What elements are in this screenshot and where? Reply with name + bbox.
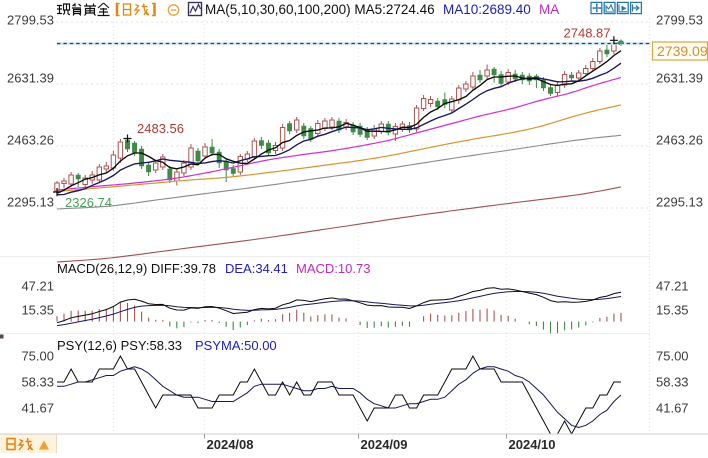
svg-text:41.67: 41.67 xyxy=(656,401,689,416)
svg-text:2799.53: 2799.53 xyxy=(656,13,703,28)
svg-text:47.21: 47.21 xyxy=(656,279,689,294)
svg-text:58.33: 58.33 xyxy=(21,375,54,390)
svg-text:15.35: 15.35 xyxy=(21,303,54,318)
svg-text:2326.74: 2326.74 xyxy=(65,195,112,210)
svg-text:DEA:34.41: DEA:34.41 xyxy=(225,261,288,276)
svg-text:MACD:10.73: MACD:10.73 xyxy=(296,261,370,276)
svg-text:47.21: 47.21 xyxy=(21,279,54,294)
svg-text:2739.09: 2739.09 xyxy=(657,43,708,59)
svg-text:MA: MA xyxy=(539,2,559,17)
svg-text:2463.26: 2463.26 xyxy=(656,133,703,148)
svg-text:2024/10: 2024/10 xyxy=(509,437,556,452)
svg-text:2024/09: 2024/09 xyxy=(361,437,408,452)
svg-text:58.33: 58.33 xyxy=(656,375,689,390)
svg-text:MACD(26,12,9) DIFF:39.78: MACD(26,12,9) DIFF:39.78 xyxy=(57,261,216,276)
svg-text:PSYMA:50.00: PSYMA:50.00 xyxy=(195,338,277,353)
svg-text:2799.53: 2799.53 xyxy=(7,13,54,28)
svg-text:MA10:2689.40: MA10:2689.40 xyxy=(443,2,531,17)
svg-text:2483.56: 2483.56 xyxy=(137,121,184,136)
svg-text:2024/08: 2024/08 xyxy=(207,437,254,452)
svg-text:2463.26: 2463.26 xyxy=(7,133,54,148)
svg-text:15.35: 15.35 xyxy=(656,303,689,318)
svg-text:2631.39: 2631.39 xyxy=(656,71,703,86)
svg-text:75.00: 75.00 xyxy=(656,349,689,364)
svg-text:MA(5,10,30,60,100,200) MA5:272: MA(5,10,30,60,100,200) MA5:2724.46 xyxy=(205,2,435,17)
svg-text:41.67: 41.67 xyxy=(21,401,54,416)
svg-text:2295.13: 2295.13 xyxy=(656,195,703,210)
svg-text:PSY(12,6) PSY:58.33: PSY(12,6) PSY:58.33 xyxy=(57,338,182,353)
svg-text:75.00: 75.00 xyxy=(21,349,54,364)
svg-text:2631.39: 2631.39 xyxy=(7,71,54,86)
svg-text:2748.87: 2748.87 xyxy=(564,26,611,41)
svg-text:2295.13: 2295.13 xyxy=(7,195,54,210)
